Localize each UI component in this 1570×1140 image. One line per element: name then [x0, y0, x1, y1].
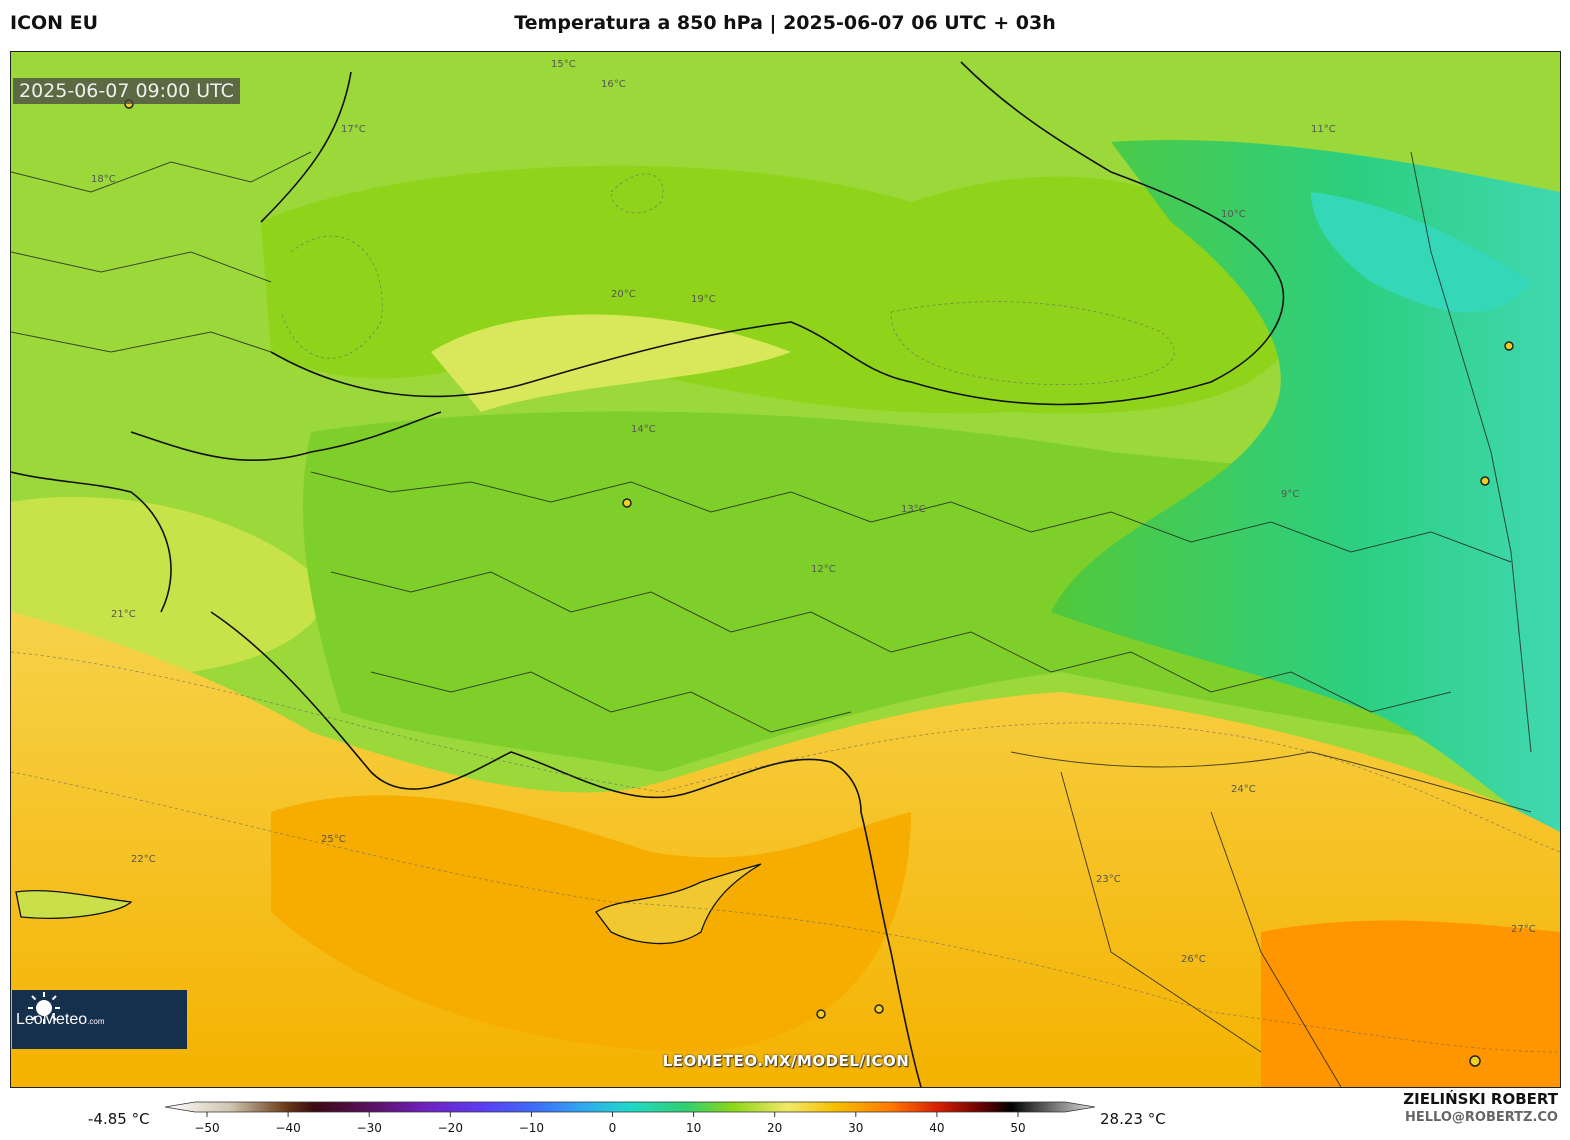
- watermark-url: LEOMETEO.MX/MODEL/ICON: [662, 1052, 910, 1070]
- contour-label: 27°C: [1511, 924, 1536, 935]
- colorbar-tick-label: 10: [686, 1121, 701, 1135]
- contour-label: 14°C: [631, 424, 656, 435]
- colorbar-tick-label: 50: [1010, 1121, 1025, 1135]
- colorbar: −50 −40 −30 −20 −10 0 10 20 30 40 50: [164, 1101, 1096, 1135]
- contour-label: 26°C: [1181, 954, 1206, 965]
- contour-label: 20°C: [611, 289, 636, 300]
- crete-island: [15, 889, 133, 919]
- author-credit: ZIELIŃSKI ROBERT: [1403, 1090, 1558, 1108]
- city-marker: [1469, 1055, 1481, 1067]
- color-scale: −50 −40 −30 −20 −10 0 10 20 30 40 50: [164, 1100, 1096, 1140]
- colorbar-tick-label: −10: [519, 1121, 544, 1135]
- cyprus-island: [595, 863, 762, 945]
- contour-label: 10°C: [1221, 209, 1246, 220]
- scale-max-value: 28.23 °C: [1100, 1110, 1166, 1128]
- leometeo-logo[interactable]: LeoMeteo.com: [12, 990, 187, 1049]
- contour-label: 16°C: [601, 79, 626, 90]
- sun-icon: [28, 992, 60, 1024]
- contour-label: 13°C: [901, 504, 926, 515]
- temperature-map[interactable]: 15°C 16°C 17°C 18°C 19°C 20°C 21°C 22°C …: [10, 51, 1561, 1088]
- colorbar-tick-label: −50: [194, 1121, 219, 1135]
- contour-label: 24°C: [1231, 784, 1256, 795]
- colorbar-tick-label: 20: [767, 1121, 782, 1135]
- contour-label: 12°C: [811, 564, 836, 575]
- coastlines: [11, 61, 1285, 1087]
- hot-region: [1261, 920, 1560, 1087]
- colorbar-tick-label: 0: [609, 1121, 617, 1135]
- city-marker: [874, 1004, 884, 1014]
- contour-label: 25°C: [321, 834, 346, 845]
- logo-suffix: .com: [87, 1016, 105, 1026]
- city-marker: [1504, 341, 1514, 351]
- colorbar-tick-label: −20: [438, 1121, 463, 1135]
- scale-min-value: -4.85 °C: [88, 1110, 150, 1128]
- black-sea-area: [261, 165, 1294, 414]
- contour-label: 22°C: [131, 854, 156, 865]
- city-marker: [622, 498, 632, 508]
- model-name: ICON EU: [10, 12, 99, 34]
- valid-time-label: 2025-06-07 09:00 UTC: [13, 78, 240, 104]
- contour-label: 15°C: [551, 59, 576, 70]
- contour-label: 11°C: [1311, 124, 1336, 135]
- city-marker: [816, 1009, 826, 1019]
- admin-borders: [11, 151, 1532, 1087]
- colorbar-tick-label: −40: [275, 1121, 300, 1135]
- contour-label: 21°C: [111, 609, 136, 620]
- colorbar-tick-label: −30: [357, 1121, 382, 1135]
- temperature-field: 15°C 16°C 17°C 18°C 19°C 20°C 21°C 22°C …: [11, 52, 1560, 1087]
- logo-text: LeoMeteo.com: [16, 1011, 105, 1029]
- colorbar-ticks: −50 −40 −30 −20 −10 0 10 20 30 40 50: [194, 1112, 1026, 1135]
- city-marker: [1480, 476, 1490, 486]
- cold-region: [1051, 140, 1560, 833]
- contour-label: 9°C: [1281, 489, 1299, 500]
- author-contact[interactable]: HELLO@ROBERTZ.CO: [1404, 1110, 1558, 1125]
- map-title: Temperatura a 850 hPa | 2025-06-07 06 UT…: [514, 12, 1056, 34]
- colorbar-tick-label: 30: [848, 1121, 863, 1135]
- colorbar-tick-label: 40: [929, 1121, 944, 1135]
- warm-band: [431, 314, 791, 412]
- contour-label: 18°C: [91, 174, 116, 185]
- logo-name: LeoMeteo: [16, 1010, 88, 1028]
- contour-label: 17°C: [341, 124, 366, 135]
- contour-labels: 15°C 16°C 17°C 18°C 19°C 20°C 21°C 22°C …: [91, 59, 1536, 965]
- contour-label: 19°C: [691, 294, 716, 305]
- contour-label: 23°C: [1096, 874, 1121, 885]
- isotherms: [11, 173, 1560, 1053]
